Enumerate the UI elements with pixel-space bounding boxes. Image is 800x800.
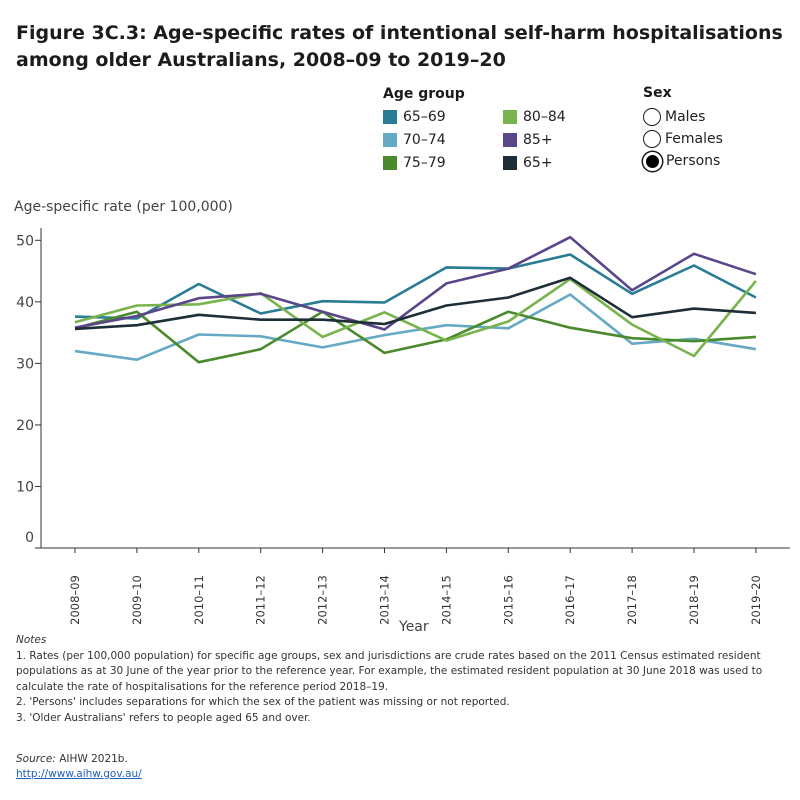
x-tick-label: 2015–16: [501, 575, 515, 625]
y-tick-label: 30: [16, 356, 34, 372]
legend-swatch-75-79: [383, 156, 397, 170]
x-tick-label: 2013–14: [378, 575, 392, 625]
notes-heading: Notes: [16, 634, 47, 646]
y-tick-label: 40: [16, 295, 34, 311]
legend-label: 85+: [523, 132, 553, 148]
source-text: AIHW 2021b.: [59, 753, 128, 765]
series-line-85+[interactable]: [74, 235, 757, 331]
x-tick-label: 2016–17: [563, 575, 577, 625]
y-axis-label: Age-specific rate (per 100,000): [14, 199, 233, 215]
series-line-80–84[interactable]: [74, 277, 757, 358]
legend-label: 70–74: [403, 132, 446, 148]
legend-item-75-79[interactable]: 75–79: [383, 153, 446, 173]
legend-label: 65+: [523, 155, 553, 171]
x-tick-label: 2017–18: [625, 575, 639, 625]
legend-swatch-85-plus: [503, 133, 517, 147]
legend-swatch-65-69: [383, 110, 397, 124]
legend-label: 65–69: [403, 109, 446, 125]
legend-swatch-80-84: [503, 110, 517, 124]
sex-option-males[interactable]: Males: [643, 106, 705, 128]
chart-axes: 0 10 20 30 40 50 2008–09 2009–10 2010–11 2011–12 2…: [16, 228, 790, 625]
x-tick-label: 2012–13: [316, 575, 330, 625]
sex-option-label: Persons: [666, 153, 721, 169]
radio-circle-icon[interactable]: [643, 108, 661, 126]
note-2: 2. 'Persons' includes separations for wh…: [16, 696, 510, 708]
sex-option-females[interactable]: Females: [643, 128, 723, 150]
x-tick-label: 2019–20: [749, 575, 763, 625]
chart-series: [74, 235, 757, 364]
note-1: 1. Rates (per 100,000 population) for sp…: [16, 649, 763, 693]
notes-section: Notes 1. Rates (per 100,000 population) …: [16, 633, 786, 726]
sex-option-label: Females: [665, 131, 723, 147]
figure-title: Figure 3C.3: Age-specific rates of inten…: [16, 22, 783, 71]
y-tick-label: 50: [16, 233, 34, 249]
radio-selected-icon[interactable]: [643, 151, 662, 171]
x-tick-label: 2008–09: [68, 575, 82, 625]
legend-swatch-65-plus: [503, 156, 517, 170]
legend-swatch-70-74: [383, 133, 397, 147]
y-tick-label: 10: [16, 479, 34, 495]
series-line-75–79[interactable]: [74, 310, 756, 364]
legend-label: 75–79: [403, 155, 446, 171]
source-label: Source:: [16, 753, 56, 765]
series-line-65+[interactable]: [74, 276, 756, 331]
source-link[interactable]: http://www.aihw.gov.au/: [16, 768, 142, 780]
series-line-70–74[interactable]: [74, 293, 757, 362]
x-tick-label: 2011–12: [254, 575, 268, 625]
x-axis-label: Year: [399, 619, 429, 635]
legend-item-80-84[interactable]: 80–84: [503, 107, 566, 127]
sex-option-label: Males: [665, 109, 706, 125]
y-tick-label: 20: [16, 418, 34, 434]
x-tick-label: 2010–11: [192, 575, 206, 625]
legend-item-70-74[interactable]: 70–74: [383, 130, 446, 150]
x-tick-label: 2018–19: [687, 575, 701, 625]
radio-circle-icon[interactable]: [643, 130, 661, 148]
sex-option-persons[interactable]: Persons: [643, 150, 720, 172]
x-tick-label: 2009–10: [130, 575, 144, 625]
note-3: 3. 'Older Australians' refers to people …: [16, 711, 311, 724]
legend-item-85-plus[interactable]: 85+: [503, 130, 553, 150]
line-chart: 0 10 20 30 40 50 2008–09 2009–10 2010–11 2011–12 2…: [16, 228, 790, 625]
y-tick-label: 0: [25, 530, 34, 546]
age-group-legend-heading: Age group: [383, 86, 465, 102]
source-section: Source: AIHW 2021b. http://www.aihw.gov.…: [16, 752, 142, 782]
legend-item-65-69[interactable]: 65–69: [383, 107, 446, 127]
legend-label: 80–84: [523, 109, 566, 125]
legend-item-65-plus[interactable]: 65+: [503, 153, 553, 173]
series-line-65–69[interactable]: [74, 253, 757, 320]
x-tick-label: 2014–15: [439, 575, 453, 625]
sex-legend-heading: Sex: [643, 85, 672, 101]
